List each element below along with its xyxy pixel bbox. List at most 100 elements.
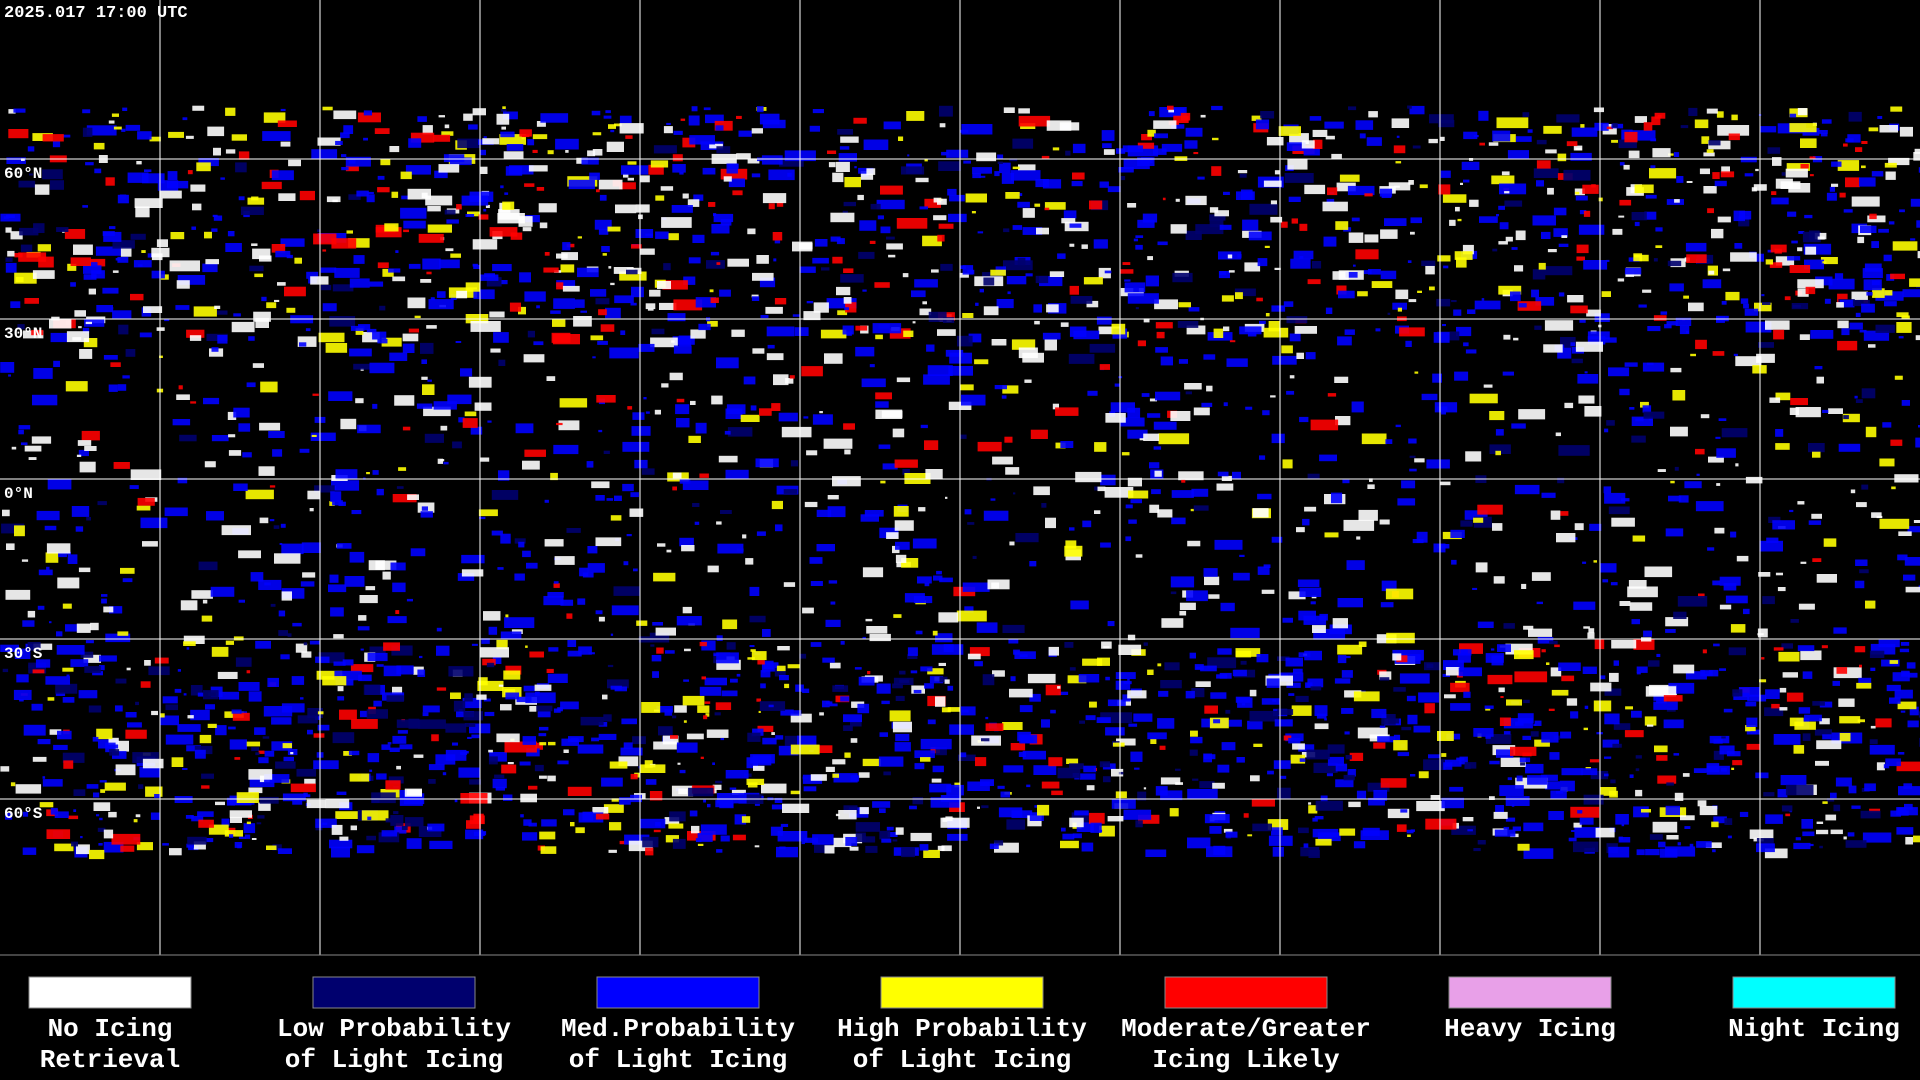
icing-patch — [598, 429, 603, 433]
icing-patch — [348, 238, 370, 248]
icing-patch — [1097, 486, 1106, 492]
icing-patch — [1461, 161, 1480, 170]
icing-patch — [1178, 302, 1191, 308]
icing-patch — [1214, 539, 1243, 550]
icing-patch — [1859, 329, 1867, 333]
icing-patch — [1449, 219, 1456, 226]
icing-patch — [923, 374, 950, 385]
icing-patch — [480, 149, 486, 156]
icing-patch — [1878, 228, 1889, 233]
icing-patch — [1110, 402, 1135, 413]
icing-patch — [1632, 535, 1646, 542]
icing-patch — [1862, 832, 1892, 843]
icing-patch — [1366, 137, 1382, 146]
icing-patch — [1341, 708, 1354, 714]
icing-patch — [366, 835, 376, 841]
icing-patch — [113, 740, 129, 752]
icing-patch — [1291, 218, 1298, 224]
icing-patch — [1426, 459, 1450, 469]
icing-patch — [85, 321, 92, 325]
icing-patch — [1185, 391, 1192, 395]
icing-patch — [774, 298, 787, 305]
icing-patch — [1327, 756, 1344, 766]
icing-patch — [1345, 272, 1358, 278]
icing-patch — [349, 278, 370, 288]
icing-patch — [1576, 256, 1585, 261]
icing-patch — [1836, 667, 1848, 674]
icing-patch — [1908, 672, 1918, 678]
icing-patch — [1672, 390, 1686, 401]
icing-patch — [1904, 557, 1920, 566]
icing-patch — [271, 717, 292, 725]
icing-patch — [233, 407, 250, 418]
icing-patch — [548, 741, 556, 746]
icing-patch — [1445, 667, 1460, 676]
icing-patch — [1015, 533, 1039, 543]
icing-patch — [611, 605, 639, 616]
icing-field — [0, 105, 1920, 860]
icing-patch — [363, 110, 372, 116]
icing-patch — [775, 524, 783, 532]
icing-patch — [478, 214, 489, 220]
icing-patch — [1798, 231, 1805, 234]
icing-patch — [1870, 725, 1876, 729]
icing-patch — [1858, 677, 1872, 684]
icing-patch — [985, 723, 1004, 731]
icing-patch — [1727, 835, 1732, 839]
icing-patch — [547, 775, 556, 782]
icing-patch — [1531, 289, 1539, 298]
icing-patch — [1428, 754, 1440, 759]
icing-patch — [1700, 414, 1710, 419]
icing-patch — [1825, 814, 1837, 821]
icing-patch — [1854, 580, 1865, 589]
icing-patch — [1308, 805, 1318, 814]
icing-patch — [1223, 402, 1228, 407]
icing-patch — [756, 698, 761, 702]
icing-patch — [202, 263, 218, 273]
icing-patch — [1773, 734, 1801, 745]
icing-patch — [814, 842, 831, 853]
icing-patch — [343, 125, 354, 134]
icing-patch — [1621, 824, 1625, 827]
icing-patch — [427, 205, 441, 212]
icing-patch — [785, 378, 794, 384]
icing-patch — [1558, 445, 1590, 456]
icing-patch — [130, 469, 162, 480]
icing-patch — [629, 508, 644, 517]
icing-patch — [1703, 186, 1717, 194]
icing-patch — [920, 757, 931, 762]
icing-patch — [1583, 794, 1604, 805]
icing-patch — [1251, 798, 1275, 807]
icing-patch — [1868, 344, 1876, 348]
icing-patch — [1291, 705, 1312, 716]
icing-patch — [880, 480, 886, 484]
icing-patch — [1839, 299, 1855, 308]
icing-patch — [488, 626, 498, 635]
icing-patch — [957, 754, 976, 761]
icing-patch — [1830, 829, 1843, 835]
icing-patch — [1894, 375, 1903, 380]
icing-patch — [1884, 290, 1893, 296]
icing-patch — [1178, 359, 1188, 364]
icing-patch — [1499, 222, 1509, 230]
icing-patch — [1154, 133, 1168, 139]
icing-patch — [1781, 172, 1786, 176]
icing-patch — [211, 435, 229, 442]
icing-patch — [280, 523, 286, 528]
icing-patch — [1343, 774, 1355, 781]
icing-patch — [290, 752, 294, 755]
icing-patch — [1315, 800, 1343, 811]
icing-patch — [521, 134, 530, 138]
icing-patch — [751, 128, 763, 134]
icing-patch — [217, 671, 238, 679]
icing-patch — [1642, 362, 1665, 372]
icing-patch — [359, 595, 378, 604]
icing-patch — [566, 613, 573, 619]
icing-patch — [855, 832, 866, 842]
icing-patch — [1399, 673, 1430, 684]
icing-patch — [258, 750, 265, 754]
icing-patch — [1861, 165, 1866, 169]
icing-patch — [1690, 353, 1696, 357]
icing-patch — [1456, 257, 1467, 268]
icing-patch — [1574, 523, 1584, 531]
